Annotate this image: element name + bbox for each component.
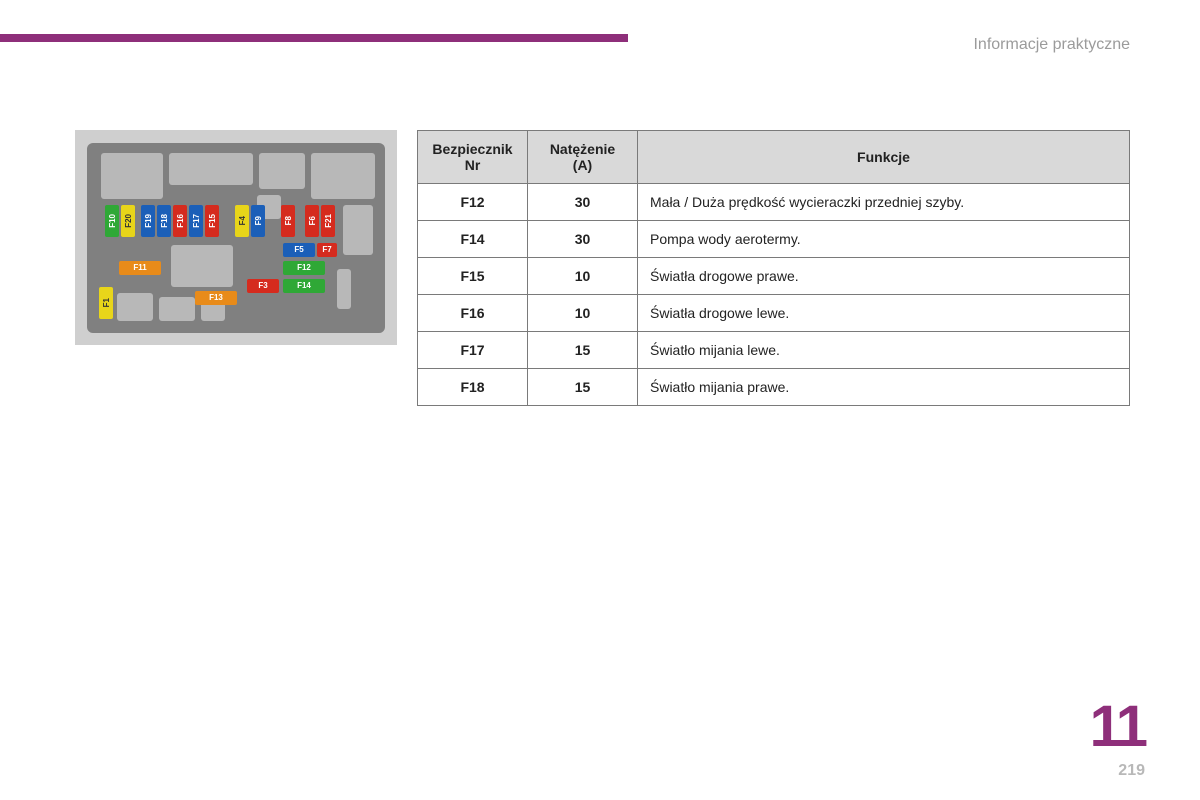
- table-header-row: Bezpiecznik Nr Natężenie (A) Funkcje: [418, 131, 1130, 184]
- fuse-slot: [343, 205, 373, 255]
- fuse-label: F17: [192, 214, 201, 228]
- cell-function: Światło mijania lewe.: [638, 332, 1130, 369]
- cell-fuse-nr: F14: [418, 221, 528, 258]
- fusebox-diagram-outer: F10 F20 F19 F18 F16 F17 F15 F4 F9 F8 F6 F21 F5 F7 F12 F…: [75, 130, 397, 345]
- fuse-label: F15: [208, 214, 217, 228]
- fuse-f1: F1: [99, 287, 113, 319]
- fuse-label: F9: [254, 216, 263, 225]
- fuse-slot: [311, 153, 375, 199]
- table-row: F1430Pompa wody aerotermy.: [418, 221, 1130, 258]
- fuse-label: F20: [124, 214, 133, 228]
- fuse-f12: F12: [283, 261, 325, 275]
- fuse-f16: F16: [173, 205, 187, 237]
- fuse-label: F10: [108, 214, 117, 228]
- fuse-f11: F11: [119, 261, 161, 275]
- fuse-label: F7: [322, 245, 331, 254]
- fuse-f3: F3: [247, 279, 279, 293]
- fuse-f6: F6: [305, 205, 319, 237]
- fuse-label: F18: [160, 214, 169, 228]
- table-row: F1715Światło mijania lewe.: [418, 332, 1130, 369]
- main-content: F10F20F19F18F16F17F15F4F9F8F6F21F5F7F12F…: [75, 130, 1130, 406]
- fuse-f9: F9: [251, 205, 265, 237]
- fuse-slot: [117, 293, 153, 321]
- col-function: Funkcje: [638, 131, 1130, 184]
- fuse-f7: F7: [317, 243, 337, 257]
- cell-amperage: 30: [528, 221, 638, 258]
- fuse-label: F6: [308, 216, 317, 225]
- fuse-slot: [171, 245, 233, 287]
- fuse-f21: F21: [321, 205, 335, 237]
- cell-function: Światła drogowe lewe.: [638, 295, 1130, 332]
- fuse-slot: [159, 297, 195, 321]
- fuse-slot: [259, 153, 305, 189]
- cell-function: Światła drogowe prawe.: [638, 258, 1130, 295]
- chapter-number: 11: [1090, 693, 1145, 760]
- section-header: Informacje praktyczne: [973, 36, 1130, 54]
- cell-fuse-nr: F12: [418, 184, 528, 221]
- table-row: F1610Światła drogowe lewe.: [418, 295, 1130, 332]
- fuse-f15: F15: [205, 205, 219, 237]
- fuse-f10: F10: [105, 205, 119, 237]
- fuse-f8: F8: [281, 205, 295, 237]
- table-row: F1510Światła drogowe prawe.: [418, 258, 1130, 295]
- fuse-label: F12: [297, 263, 311, 272]
- fuse-label: F5: [294, 245, 303, 254]
- fuse-table: Bezpiecznik Nr Natężenie (A) Funkcje F12…: [417, 130, 1130, 406]
- fuse-label: F8: [284, 216, 293, 225]
- table-row: F1815Światło mijania prawe.: [418, 369, 1130, 406]
- fuse-f19: F19: [141, 205, 155, 237]
- fuse-label: F19: [144, 214, 153, 228]
- col-fuse-nr: Bezpiecznik Nr: [418, 131, 528, 184]
- fuse-f14: F14: [283, 279, 325, 293]
- cell-amperage: 10: [528, 295, 638, 332]
- cell-amperage: 15: [528, 369, 638, 406]
- fuse-label: F21: [324, 214, 333, 228]
- fuse-f5: F5: [283, 243, 315, 257]
- cell-fuse-nr: F18: [418, 369, 528, 406]
- cell-fuse-nr: F17: [418, 332, 528, 369]
- fuse-label: F16: [176, 214, 185, 228]
- fuse-label: F11: [133, 263, 146, 272]
- fuse-f13: F13: [195, 291, 237, 305]
- fuse-slot: [169, 153, 253, 185]
- fuse-slot: [337, 269, 351, 309]
- fuse-f20: F20: [121, 205, 135, 237]
- cell-amperage: 15: [528, 332, 638, 369]
- cell-fuse-nr: F16: [418, 295, 528, 332]
- cell-fuse-nr: F15: [418, 258, 528, 295]
- page-number: 219: [1118, 762, 1145, 780]
- fuse-f17: F17: [189, 205, 203, 237]
- fuse-label: F4: [238, 216, 247, 225]
- cell-function: Pompa wody aerotermy.: [638, 221, 1130, 258]
- cell-amperage: 10: [528, 258, 638, 295]
- fusebox-diagram: F10 F20 F19 F18 F16 F17 F15 F4 F9 F8 F6 F21 F5 F7 F12 F…: [87, 143, 385, 333]
- fuse-label: F3: [258, 281, 267, 290]
- fuse-label: F1: [102, 298, 111, 307]
- fuse-f18: F18: [157, 205, 171, 237]
- cell-function: Mała / Duża prędkość wycieraczki przedni…: [638, 184, 1130, 221]
- fuse-label: F14: [297, 281, 311, 290]
- fuse-f4: F4: [235, 205, 249, 237]
- col-amperage: Natężenie (A): [528, 131, 638, 184]
- cell-function: Światło mijania prawe.: [638, 369, 1130, 406]
- fuse-label: F13: [209, 293, 223, 302]
- table-row: F1230Mała / Duża prędkość wycieraczki pr…: [418, 184, 1130, 221]
- top-accent-bar: [0, 34, 628, 42]
- fuse-slot: [101, 153, 163, 199]
- cell-amperage: 30: [528, 184, 638, 221]
